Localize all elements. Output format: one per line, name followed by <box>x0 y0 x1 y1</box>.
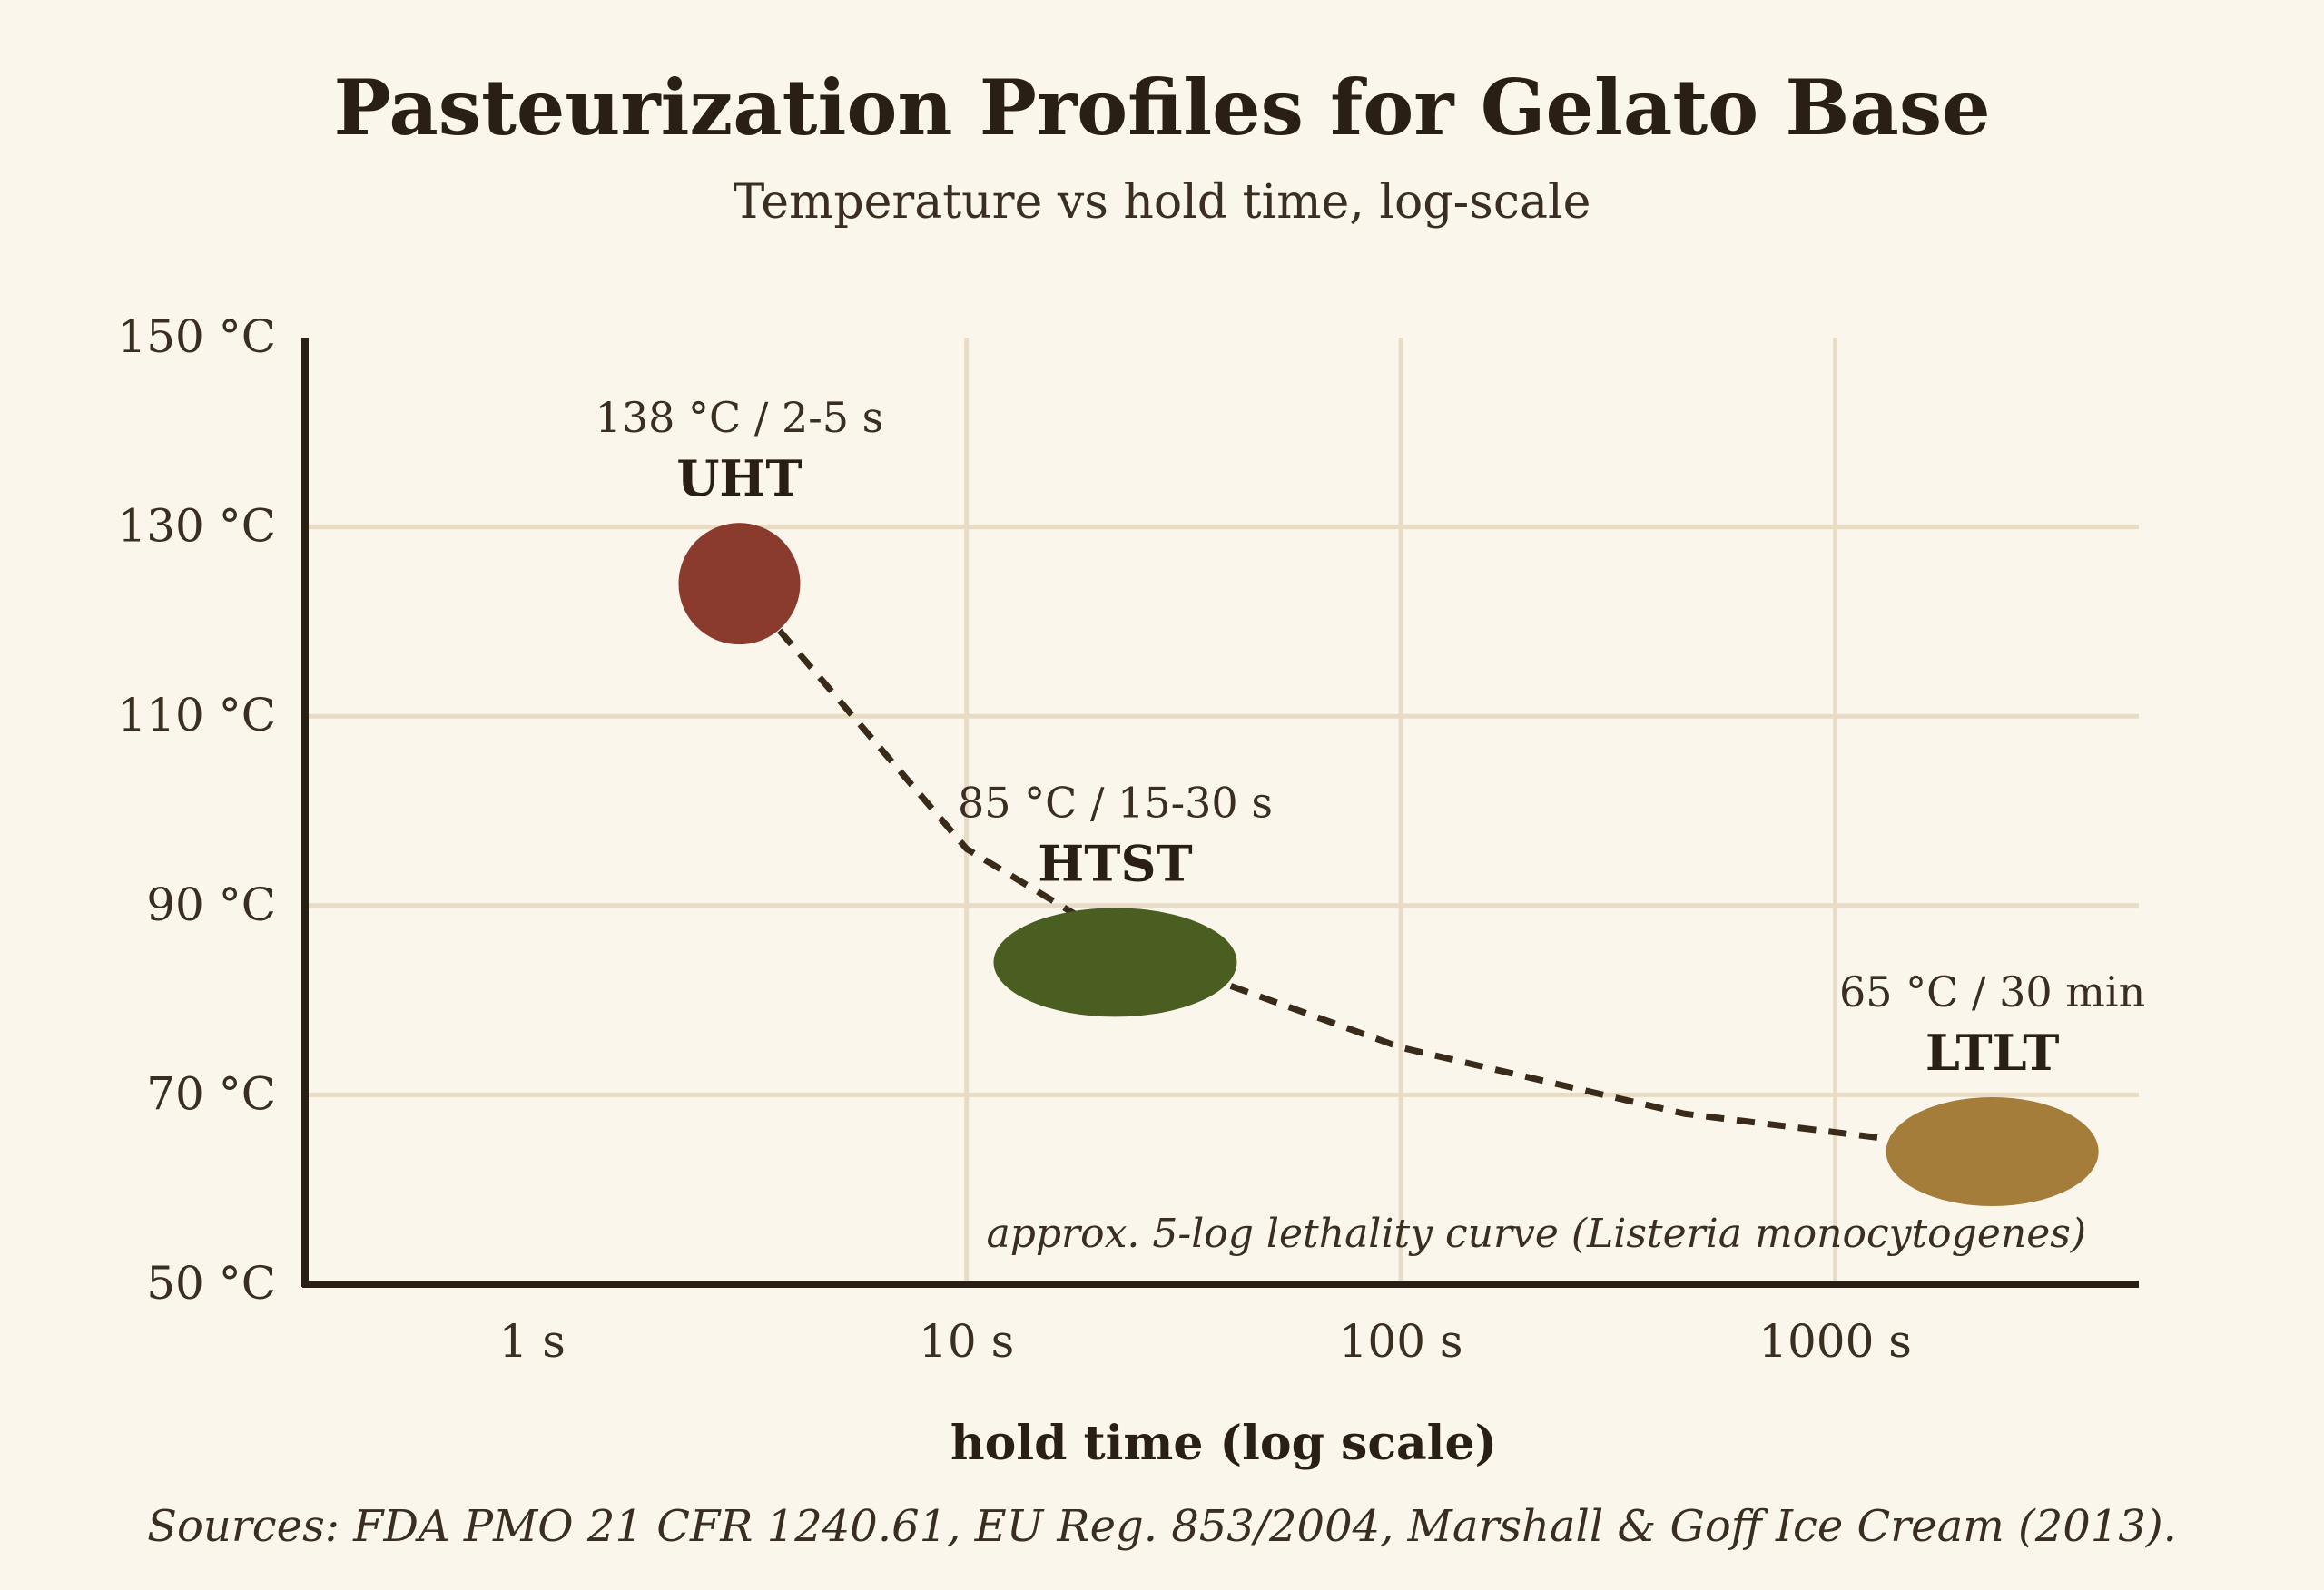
points-group: UHT 138 °C / 2-5 s HTST 85 °C / 15-30 s LTLT… <box>596 393 2145 1206</box>
y-tick-label: 150 °C <box>117 310 276 363</box>
lethality-curve <box>736 581 1994 1155</box>
curve-label: approx. 5-log lethality curve (Listeria … <box>986 1211 2086 1257</box>
point-ltlt <box>1886 1096 2099 1206</box>
y-tick-label: 90 °C <box>146 878 276 931</box>
chart-title: Pasteurization Profiles for Gelato Base <box>333 63 1990 152</box>
point-annotation-htst: 85 °C / 15-30 s <box>958 778 1273 827</box>
y-tick-label: 70 °C <box>146 1067 276 1120</box>
point-htst <box>993 908 1237 1017</box>
x-tick-label: 1 s <box>498 1315 565 1368</box>
point-annotation-ltlt: 65 °C / 30 min <box>1839 967 2145 1016</box>
point-label-ltlt: LTLT <box>1925 1024 2060 1082</box>
source-note: Sources: FDA PMO 21 CFR 1240.61, EU Reg.… <box>147 1501 2177 1552</box>
grid <box>305 338 2139 1284</box>
lethality-curve-group <box>736 581 1994 1155</box>
chart-subtitle: Temperature vs hold time, log-scale <box>734 175 1591 230</box>
axes: 50 °C 70 °C 90 °C 110 °C 130 °C 150 °C 1 s 10 s… <box>117 310 2139 1368</box>
point-label-uht: UHT <box>676 449 802 507</box>
point-annotation-uht: 138 °C / 2-5 s <box>596 393 884 442</box>
y-tick-label: 110 °C <box>117 689 276 741</box>
y-tick-label: 130 °C <box>117 500 276 553</box>
x-axis-label: hold time (log scale) <box>950 1416 1497 1471</box>
x-tick-label: 10 s <box>919 1315 1014 1368</box>
y-tick-label: 50 °C <box>146 1257 276 1310</box>
x-tick-label: 100 s <box>1339 1315 1463 1368</box>
x-tick-label: 1000 s <box>1758 1315 1912 1368</box>
point-uht <box>678 523 801 645</box>
point-label-htst: HTST <box>1038 834 1192 892</box>
